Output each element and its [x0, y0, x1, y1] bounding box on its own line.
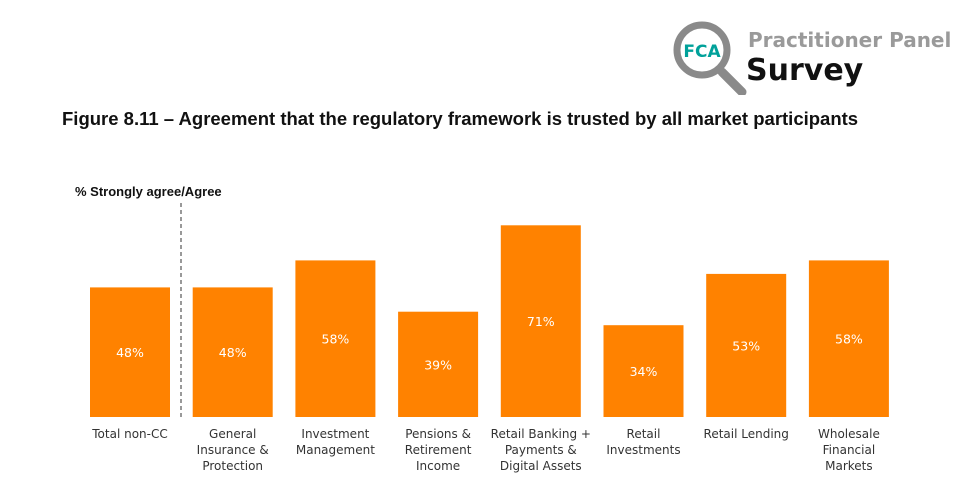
bar [398, 311, 479, 417]
category-label: Retail Lending [704, 427, 789, 441]
bar [295, 260, 376, 417]
category-label: Retail Banking + Payments & Digital Assets [491, 427, 591, 473]
data-label: 48% [219, 345, 247, 360]
category-label: Retail Investments [606, 427, 680, 457]
svg-text:FCA: FCA [683, 42, 721, 62]
bar [706, 273, 787, 417]
chart-title: Figure 8.11 – Agreement that the regulat… [62, 108, 859, 129]
bar [808, 260, 889, 417]
bar [192, 287, 273, 417]
data-label: 53% [732, 338, 760, 353]
category-label: Pensions & Retirement Income [405, 427, 472, 473]
fca-logo: FCA Practitioner Panel Survey [673, 21, 951, 95]
category-label: Investment Management [296, 427, 375, 457]
data-label: 71% [527, 314, 555, 329]
y-axis-label: % Strongly agree/Agree [75, 184, 222, 199]
data-label: 39% [424, 357, 452, 372]
data-label: 34% [630, 364, 658, 379]
svg-text:Practitioner Panel: Practitioner Panel [748, 28, 951, 52]
category-label: Total non-CC [91, 427, 167, 441]
svg-text:Survey: Survey [746, 53, 864, 88]
data-label: 58% [322, 332, 350, 347]
data-label: 48% [116, 345, 144, 360]
category-label: General Insurance & Protection [197, 427, 269, 473]
bar [500, 225, 581, 417]
bar [90, 287, 170, 417]
category-label: Wholesale Financial Markets [818, 427, 880, 473]
data-label: 58% [835, 332, 863, 347]
bar [603, 325, 684, 417]
